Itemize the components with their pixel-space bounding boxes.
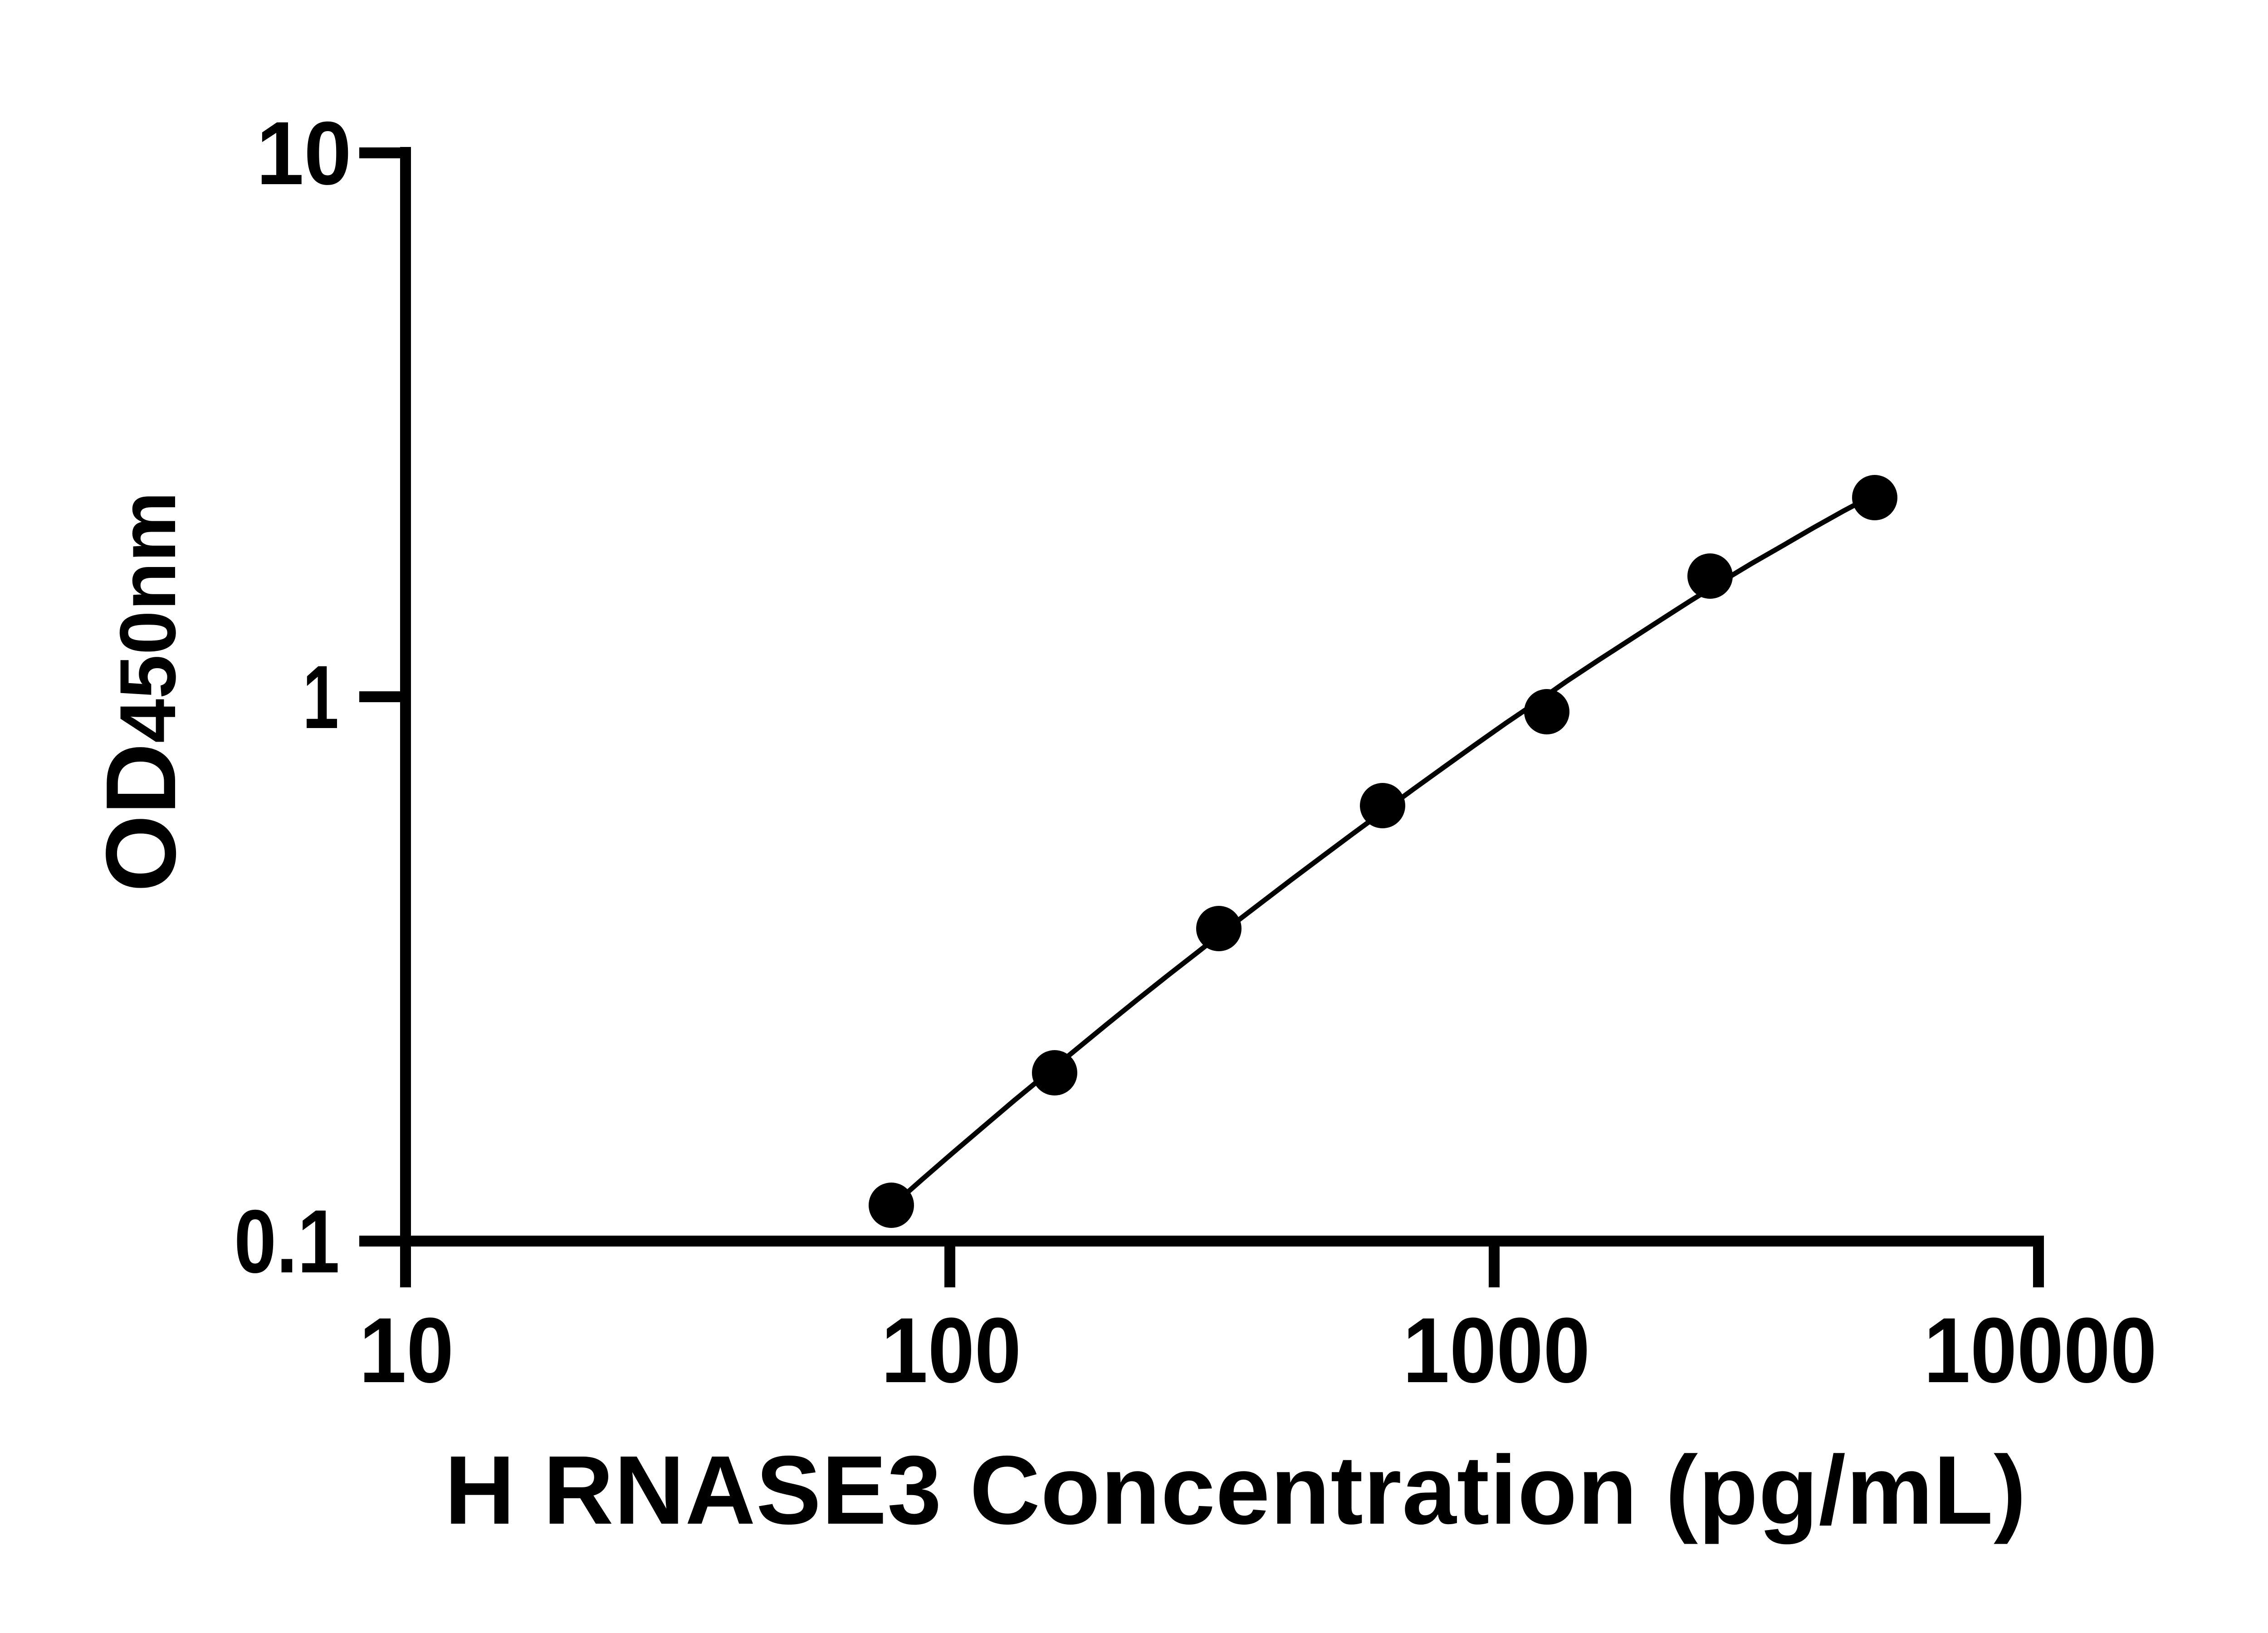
- svg-text:10000: 10000: [1924, 1299, 2157, 1402]
- svg-text:H RNASE3 Concentration (pg/mL): H RNASE3 Concentration (pg/mL): [445, 1435, 2027, 1545]
- svg-text:10: 10: [359, 1299, 454, 1402]
- svg-text:100: 100: [881, 1299, 1022, 1402]
- svg-text:1000: 1000: [1403, 1299, 1590, 1402]
- svg-text:10: 10: [256, 103, 352, 203]
- svg-text:1: 1: [303, 647, 339, 747]
- svg-text:0.1: 0.1: [234, 1191, 340, 1291]
- svg-text:OD450nm: OD450nm: [86, 492, 196, 892]
